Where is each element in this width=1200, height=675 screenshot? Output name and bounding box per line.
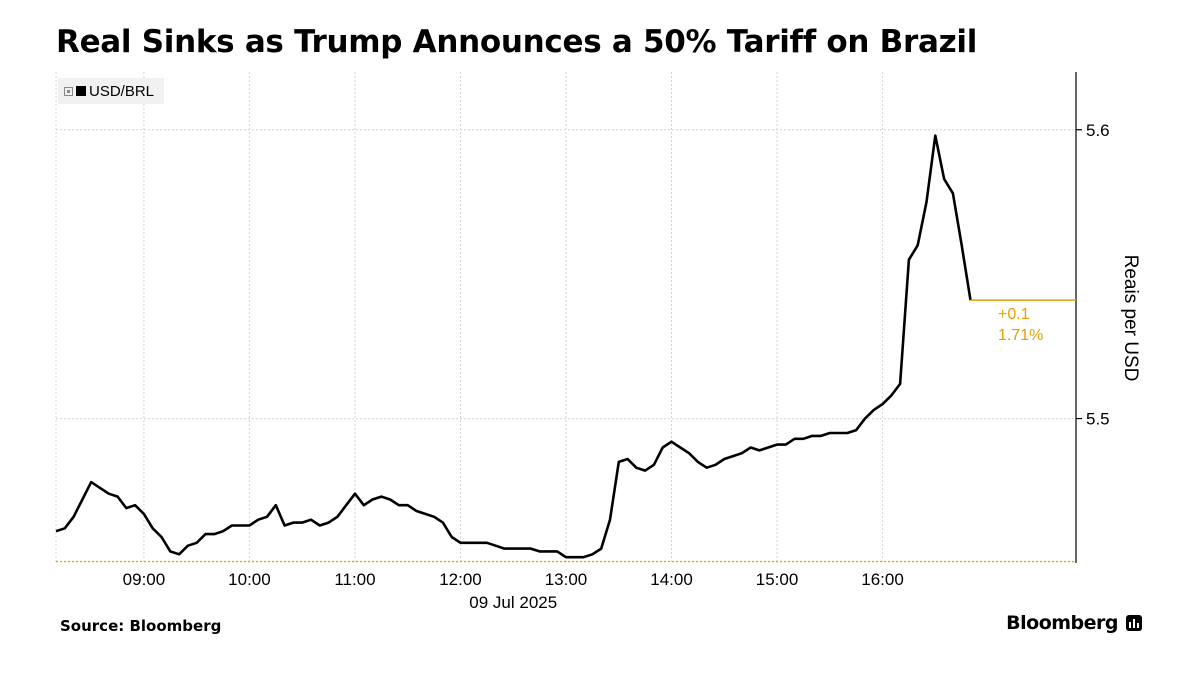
change-percent-label: 1.71%	[998, 327, 1043, 344]
bloomberg-terminal-icon	[1126, 615, 1142, 631]
y-tick-label: 5.5	[1086, 410, 1110, 429]
brand-name: Bloomberg	[1006, 612, 1118, 634]
series-group	[55, 134, 972, 559]
legend-label: USD/BRL	[89, 82, 155, 100]
change-value-label: +0.1	[998, 306, 1030, 323]
x-tick-label: 10:00	[228, 570, 271, 589]
x-tick-label: 16:00	[861, 570, 904, 589]
x-tick-label: 14:00	[650, 570, 693, 589]
x-tick-label: 09:00	[123, 570, 166, 589]
y-tick-label: 5.6	[1086, 121, 1110, 140]
brand-logo: Bloomberg	[1006, 612, 1142, 634]
grid	[55, 72, 1076, 563]
y-axis-label: Reais per USD	[1120, 255, 1141, 382]
x-tick-label: 11:00	[334, 570, 375, 589]
source-note: Source: Bloomberg	[60, 617, 222, 635]
legend[interactable]: USD/BRL	[58, 78, 164, 104]
series-line-usd-brl	[55, 134, 972, 559]
x-tick-label: 12:00	[439, 570, 482, 589]
x-axis: 09:00 10:00 11:00 12:00 13:00 14:00 15:00 16:00…	[123, 570, 904, 612]
legend-toggle-icon[interactable]	[64, 86, 73, 96]
chart-title: Real Sinks as Trump Announces a 50% Tari…	[56, 24, 978, 60]
legend-swatch	[76, 86, 86, 96]
last-value-annotation: +0.1 1.71%	[970, 299, 1076, 344]
y-axis: 5.5 5.6 Reais per USD	[1075, 72, 1141, 563]
x-tick-label: 15:00	[756, 570, 799, 589]
x-tick-label: 13:00	[545, 570, 588, 589]
x-date-label: 09 Jul 2025	[469, 593, 557, 612]
